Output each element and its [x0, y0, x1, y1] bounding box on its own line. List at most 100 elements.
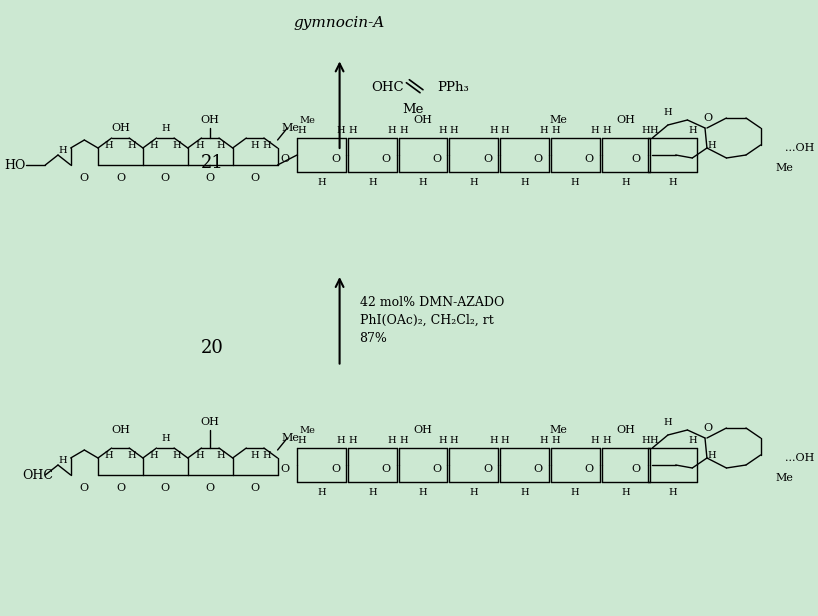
Text: H: H	[571, 487, 579, 496]
Text: H: H	[540, 436, 548, 445]
Text: H: H	[399, 126, 407, 134]
Text: H: H	[501, 436, 510, 445]
Text: H: H	[622, 177, 630, 187]
Text: H: H	[251, 450, 259, 460]
Text: H: H	[649, 436, 658, 445]
Text: H: H	[668, 487, 677, 496]
Text: ...OH: ...OH	[785, 143, 815, 153]
Text: H: H	[263, 140, 271, 150]
Text: O: O	[534, 154, 543, 164]
Text: H: H	[708, 140, 716, 150]
Text: H: H	[489, 436, 497, 445]
Text: H: H	[161, 123, 169, 132]
Text: H: H	[217, 450, 225, 460]
Text: H: H	[105, 450, 113, 460]
Text: Me: Me	[402, 103, 424, 116]
Text: H: H	[348, 126, 357, 134]
Text: H: H	[622, 487, 630, 496]
Text: OH: OH	[617, 115, 636, 125]
Text: H: H	[59, 145, 67, 155]
Text: H: H	[128, 450, 137, 460]
Text: O: O	[483, 154, 492, 164]
Text: H: H	[105, 140, 113, 150]
Text: H: H	[59, 455, 67, 464]
Text: OH: OH	[111, 123, 130, 133]
Text: Me: Me	[281, 433, 299, 443]
Text: H: H	[551, 126, 560, 134]
Text: H: H	[298, 436, 306, 445]
Text: H: H	[263, 450, 271, 460]
Text: Me: Me	[299, 116, 315, 124]
Text: O: O	[80, 483, 89, 493]
Text: 21: 21	[200, 154, 223, 172]
Text: O: O	[331, 154, 340, 164]
Text: PPh₃: PPh₃	[438, 81, 470, 94]
Text: OH: OH	[414, 115, 433, 125]
Text: H: H	[663, 108, 672, 116]
Text: O: O	[116, 483, 125, 493]
Text: O: O	[382, 154, 391, 164]
Text: H: H	[173, 450, 182, 460]
Text: H: H	[602, 436, 611, 445]
Text: H: H	[337, 126, 345, 134]
Text: O: O	[280, 154, 290, 164]
Text: H: H	[688, 126, 697, 134]
Text: O: O	[433, 464, 442, 474]
Text: PhI(OAc)₂, CH₂Cl₂, rt: PhI(OAc)₂, CH₂Cl₂, rt	[360, 314, 493, 327]
Text: O: O	[205, 173, 215, 183]
Text: H: H	[591, 126, 599, 134]
Text: HO: HO	[4, 158, 26, 171]
Text: O: O	[161, 173, 170, 183]
Text: H: H	[317, 177, 326, 187]
Text: H: H	[388, 126, 396, 134]
Text: H: H	[399, 436, 407, 445]
Text: H: H	[641, 126, 649, 134]
Text: H: H	[470, 487, 478, 496]
Text: H: H	[489, 126, 497, 134]
Text: H: H	[348, 436, 357, 445]
Text: H: H	[368, 177, 376, 187]
Text: Me: Me	[299, 426, 315, 434]
Text: O: O	[80, 173, 89, 183]
Text: H: H	[450, 126, 459, 134]
Text: ...OH: ...OH	[785, 453, 815, 463]
Text: OH: OH	[200, 417, 220, 427]
Text: H: H	[251, 140, 259, 150]
Text: O: O	[585, 464, 594, 474]
Text: H: H	[419, 177, 427, 187]
Text: Me: Me	[550, 115, 568, 125]
Text: gymnocin-A: gymnocin-A	[294, 17, 385, 30]
Text: O: O	[280, 464, 290, 474]
Text: O: O	[205, 483, 215, 493]
Text: H: H	[688, 436, 697, 445]
Text: H: H	[150, 450, 158, 460]
Text: O: O	[331, 464, 340, 474]
Text: OH: OH	[111, 425, 130, 435]
Text: H: H	[173, 140, 182, 150]
Text: H: H	[128, 140, 137, 150]
Text: 42 mol% DMN-AZADO: 42 mol% DMN-AZADO	[360, 296, 504, 309]
Text: H: H	[161, 434, 169, 442]
Text: H: H	[196, 450, 204, 460]
Text: OH: OH	[200, 115, 220, 125]
Text: H: H	[520, 487, 528, 496]
Text: H: H	[649, 126, 658, 134]
Text: O: O	[382, 464, 391, 474]
Text: H: H	[708, 450, 716, 460]
Text: H: H	[438, 436, 447, 445]
Text: O: O	[161, 483, 170, 493]
Text: H: H	[337, 436, 345, 445]
Text: H: H	[368, 487, 376, 496]
Text: 20: 20	[200, 339, 223, 357]
Text: H: H	[196, 140, 204, 150]
Text: H: H	[663, 418, 672, 426]
Text: H: H	[388, 436, 396, 445]
Text: OH: OH	[617, 425, 636, 435]
Text: Me: Me	[550, 425, 568, 435]
Text: H: H	[571, 177, 579, 187]
Text: H: H	[602, 126, 611, 134]
Text: OH: OH	[414, 425, 433, 435]
Text: OHC: OHC	[22, 469, 53, 482]
Text: O: O	[585, 154, 594, 164]
Text: H: H	[551, 436, 560, 445]
